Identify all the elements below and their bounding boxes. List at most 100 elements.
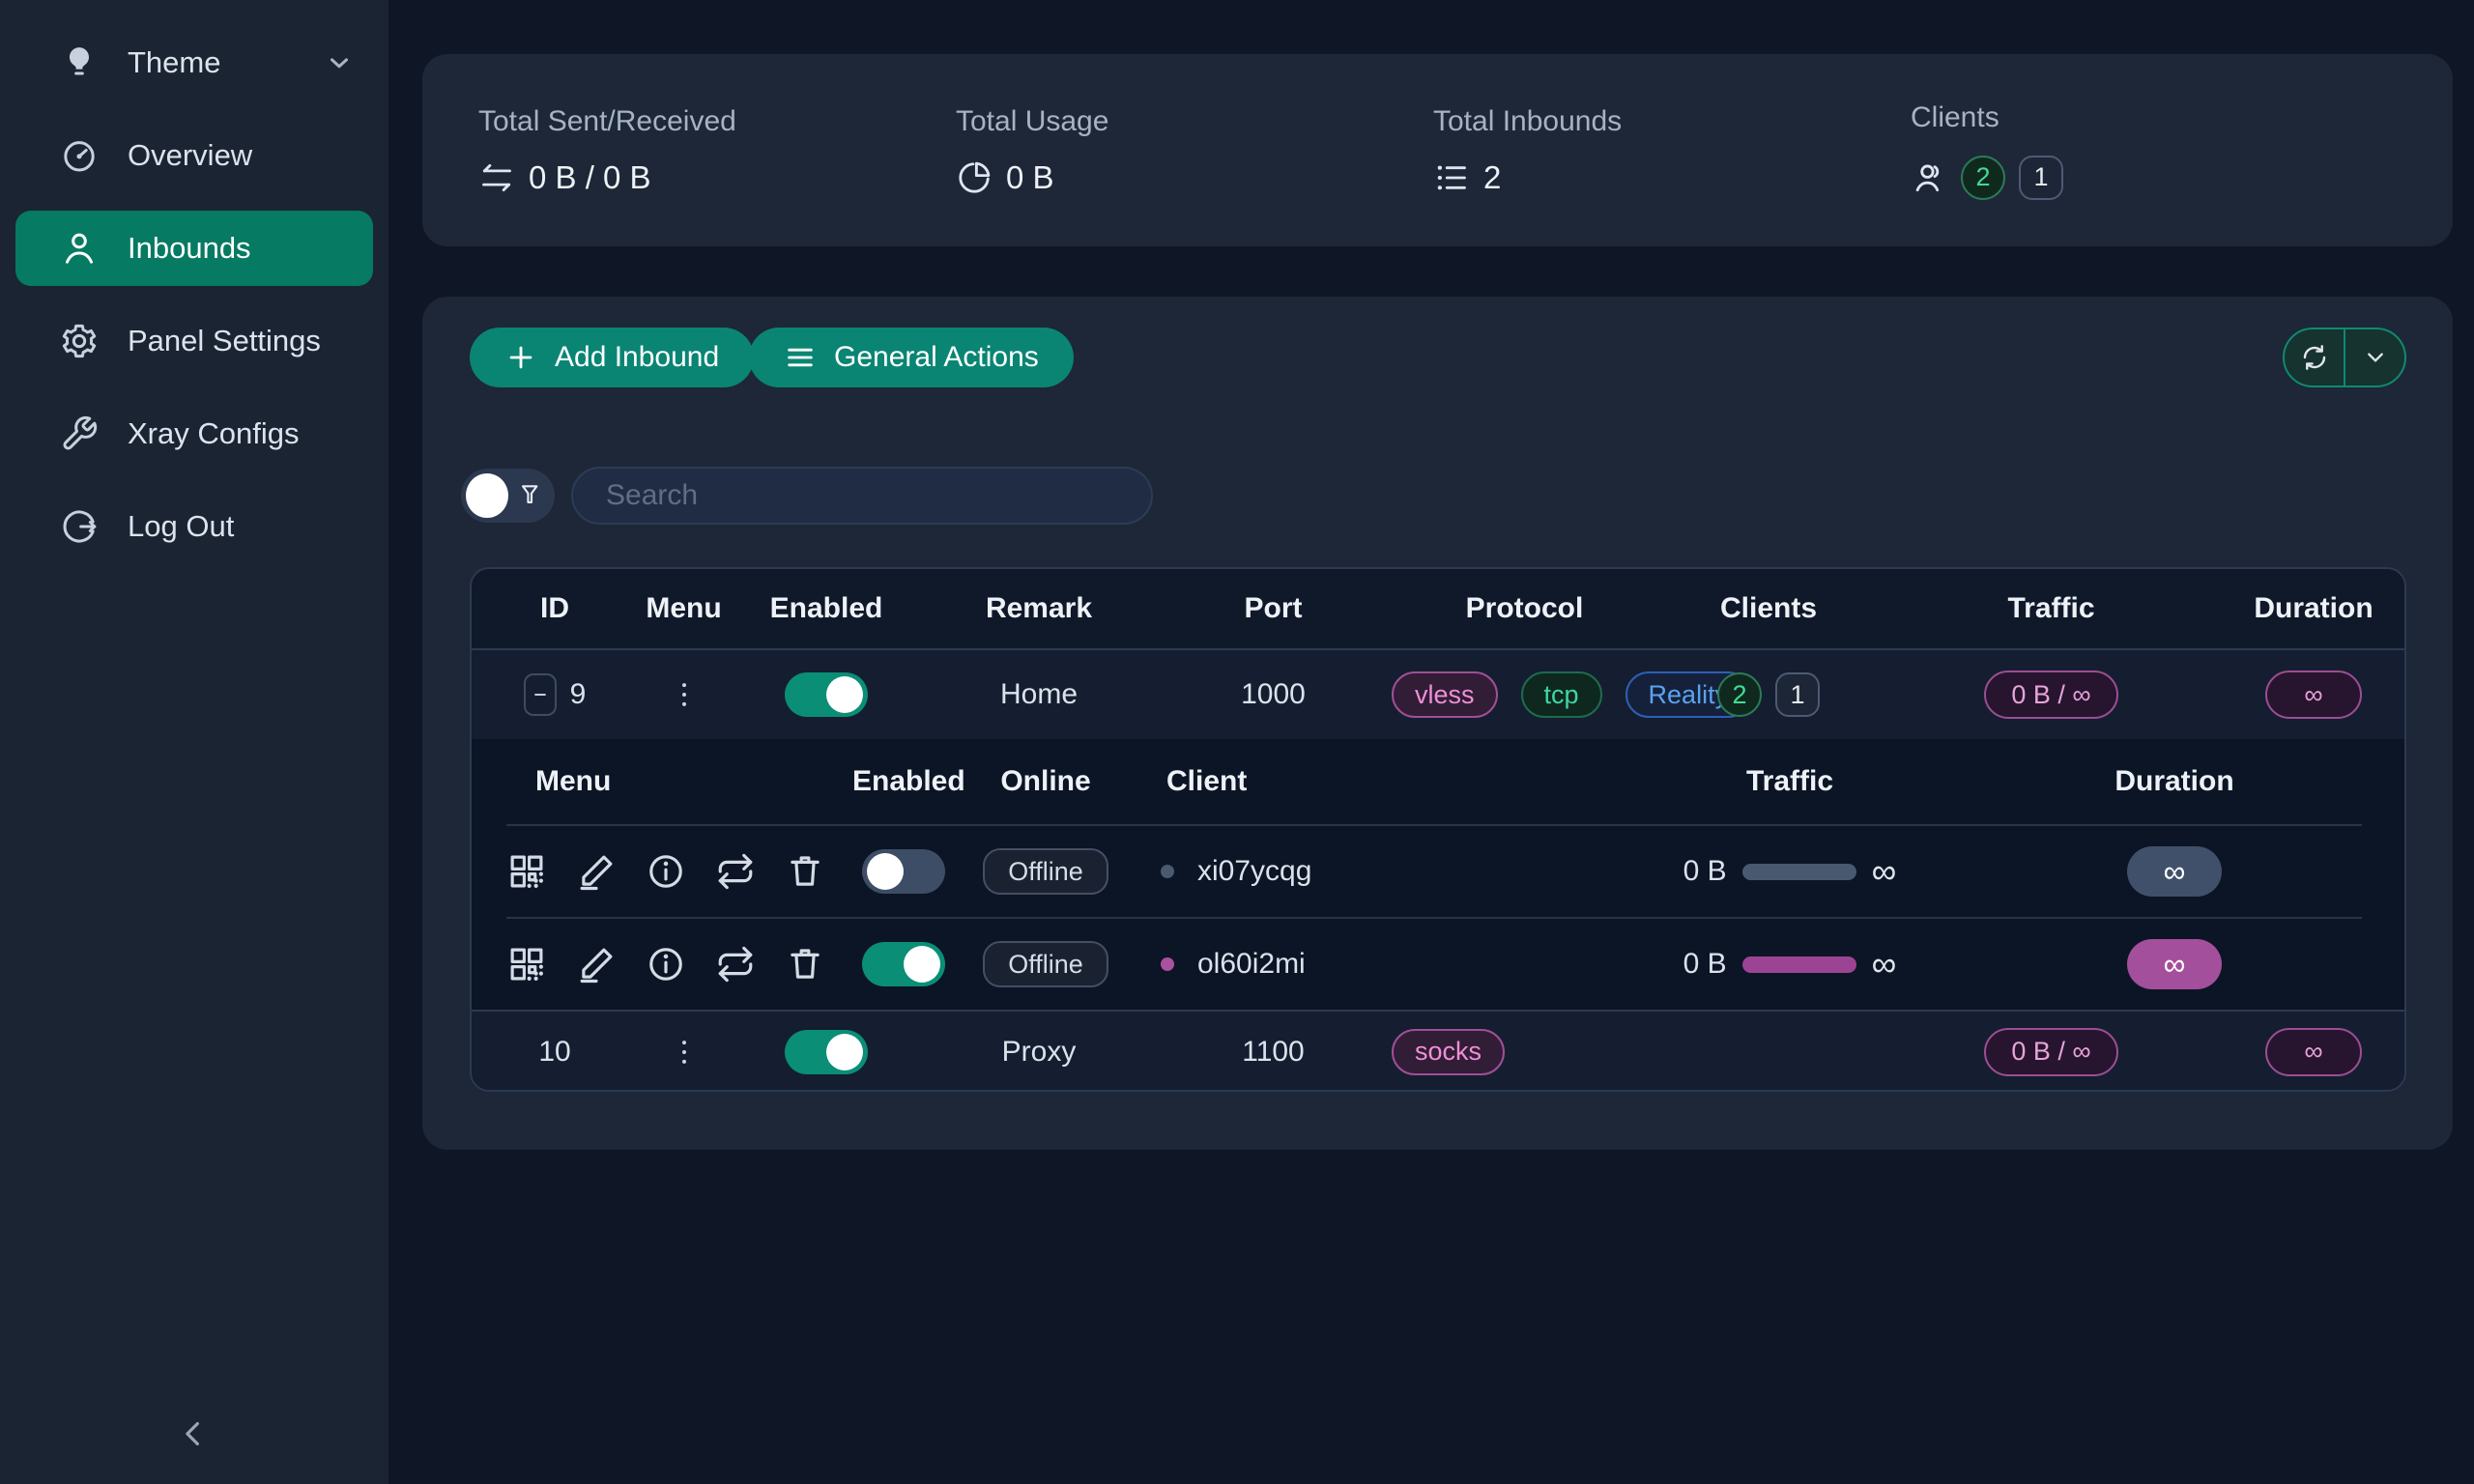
refresh-options-button[interactable]	[2344, 329, 2404, 385]
add-inbound-label: Add Inbound	[555, 341, 720, 373]
traffic-used: 0 B	[1683, 948, 1727, 980]
add-inbound-button[interactable]: Add Inbound	[470, 328, 755, 387]
subcol-header-online: Online	[1000, 765, 1091, 797]
inbound-remark: Home	[999, 678, 1079, 710]
network-tag: tcp	[1520, 671, 1602, 718]
inbound-enabled-toggle[interactable]	[785, 1029, 868, 1074]
minus-icon	[533, 694, 546, 696]
inbound-remark: Proxy	[1001, 1035, 1077, 1068]
stat-value: 0 B / 0 B	[529, 158, 651, 195]
client-status-dot	[1161, 865, 1174, 878]
clients-active-badge: 2	[1961, 155, 2005, 200]
stat-label: Total Sent/Received	[478, 104, 736, 137]
edit-client-button[interactable]	[576, 851, 617, 892]
gauge-icon	[60, 136, 99, 175]
client-row: Offline ol60i2mi 0 B ∞ ∞	[506, 917, 2362, 1010]
protocol-tag: socks	[1392, 1028, 1506, 1075]
reset-traffic-button[interactable]	[715, 851, 756, 892]
refresh-button[interactable]	[2285, 329, 2344, 385]
users-icon	[1911, 159, 1947, 196]
clients-deactive-badge: 1	[2019, 155, 2063, 200]
general-actions-label: General Actions	[834, 341, 1039, 373]
duration-pill: ∞	[2265, 1027, 2362, 1076]
sidebar-item-label: Panel Settings	[128, 324, 321, 357]
stat-total-usage: Total Usage 0 B	[956, 105, 1433, 196]
sidebar-item-inbounds[interactable]: Inbounds	[15, 211, 373, 286]
wrench-icon	[60, 414, 99, 453]
qr-code-button[interactable]	[506, 851, 547, 892]
repeat-icon	[718, 946, 753, 983]
logout-icon	[60, 507, 99, 546]
swap-arrows-icon	[478, 159, 515, 196]
qr-code-button[interactable]	[506, 944, 547, 985]
trash-icon	[791, 949, 820, 979]
trash-icon	[791, 856, 820, 886]
client-status-dot	[1161, 957, 1174, 971]
refresh-icon	[2303, 345, 2325, 370]
client-name: xi07ycqg	[1197, 855, 1312, 887]
col-header-enabled: Enabled	[769, 592, 883, 624]
hamburger-menu-icon	[784, 341, 817, 374]
stat-value: 2	[1483, 158, 1502, 195]
inbounds-panel: Add Inbound General Actions ID Menu Enab…	[422, 297, 2453, 1150]
stat-total-inbounds: Total Inbounds 2	[1433, 105, 1911, 196]
sidebar-collapse-button[interactable]	[164, 1405, 222, 1463]
sidebar-item-label: Inbounds	[128, 231, 251, 265]
sidebar-item-overview[interactable]: Overview	[15, 118, 373, 193]
qr-code-icon	[510, 948, 543, 981]
subcol-header-traffic: Traffic	[1745, 765, 1834, 797]
col-header-duration: Duration	[2254, 592, 2373, 624]
stat-clients: Clients 2 1	[1911, 101, 2388, 200]
reset-traffic-button[interactable]	[715, 944, 756, 985]
pie-chart-icon	[956, 159, 992, 196]
client-row: Offline xi07ycqg 0 B ∞ ∞	[506, 824, 2362, 917]
toggle-knob	[466, 473, 508, 518]
theme-selector[interactable]: Theme	[15, 25, 373, 100]
row-menu-button[interactable]	[668, 671, 701, 719]
sidebar-item-panel-settings[interactable]: Panel Settings	[15, 303, 373, 379]
stat-label: Total Usage	[956, 104, 1109, 137]
delete-client-button[interactable]	[785, 851, 825, 892]
stats-bar: Total Sent/Received 0 B / 0 B Total Usag…	[422, 54, 2453, 246]
sidebar-item-xray-configs[interactable]: Xray Configs	[15, 396, 373, 471]
toggle-knob	[826, 1033, 863, 1070]
col-header-port: Port	[1244, 592, 1303, 624]
filter-toggle[interactable]	[461, 469, 555, 523]
client-enabled-toggle[interactable]	[861, 942, 945, 986]
inbound-enabled-toggle[interactable]	[785, 672, 868, 717]
subcol-header-client: Client	[1166, 765, 1248, 797]
duration-pill: ∞	[2127, 939, 2222, 989]
client-enabled-toggle[interactable]	[861, 849, 945, 894]
subcol-header-menu: Menu	[535, 765, 612, 797]
client-info-button[interactable]	[646, 851, 686, 892]
repeat-icon	[718, 853, 753, 890]
list-icon	[1433, 159, 1470, 196]
info-icon	[649, 855, 682, 888]
sidebar-item-log-out[interactable]: Log Out	[15, 489, 373, 564]
sidebar-item-label: Overview	[128, 138, 253, 172]
toggle-knob	[903, 946, 940, 983]
chevron-down-icon	[325, 48, 354, 77]
col-header-menu: Menu	[646, 592, 722, 624]
chevron-left-icon	[186, 1421, 199, 1446]
clients-subtable: Menu Enabled Online Client Traffic Durat…	[472, 739, 2404, 1010]
row-menu-button[interactable]	[668, 1028, 701, 1076]
inbounds-table: ID Menu Enabled Remark Port Protocol Cli…	[470, 567, 2406, 1092]
traffic-cap: ∞	[1871, 851, 1897, 891]
traffic-cap: ∞	[1871, 944, 1897, 984]
sidebar-item-label: Log Out	[128, 509, 235, 543]
client-info-button[interactable]	[646, 944, 686, 985]
col-header-protocol: Protocol	[1465, 592, 1584, 624]
collapse-row-button[interactable]	[523, 673, 557, 716]
search-input[interactable]	[571, 467, 1153, 525]
general-actions-button[interactable]: General Actions	[749, 328, 1074, 387]
table-row: 10 Proxy 1100 socks 0 B / ∞ ∞	[472, 1010, 2404, 1090]
delete-client-button[interactable]	[785, 944, 825, 985]
toggle-knob	[866, 853, 904, 890]
col-header-id: ID	[540, 592, 569, 624]
subcol-header-enabled: Enabled	[852, 765, 965, 797]
protocol-tag: vless	[1392, 671, 1498, 718]
subtable-header-row: Menu Enabled Online Client Traffic Durat…	[506, 739, 2362, 824]
edit-client-button[interactable]	[576, 944, 617, 985]
duration-pill: ∞	[2265, 671, 2362, 719]
